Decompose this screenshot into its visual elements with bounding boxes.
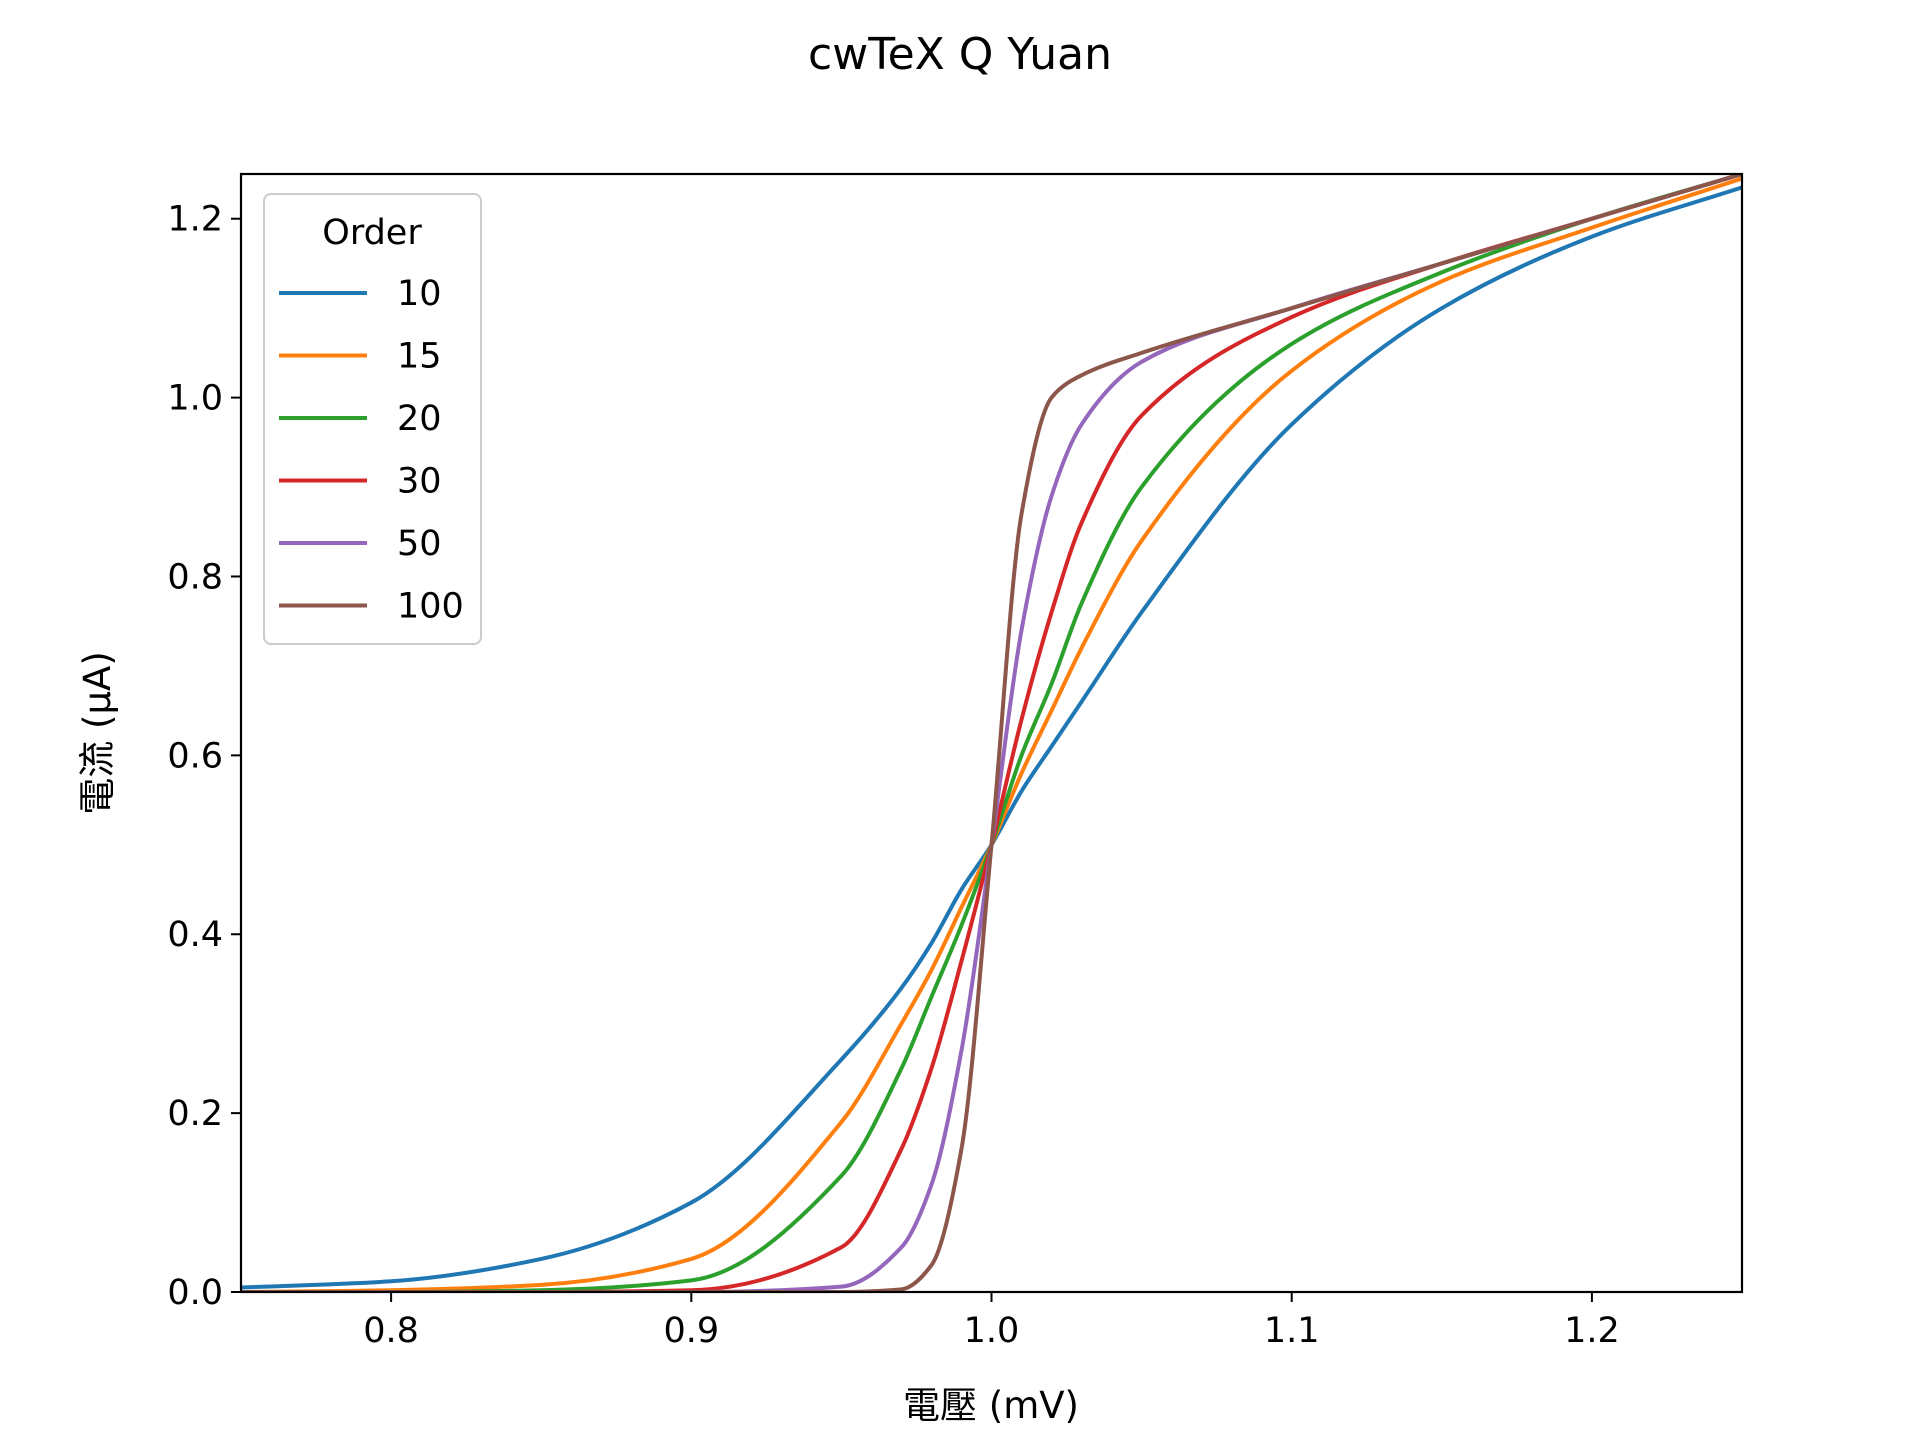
legend: Order 10 15 20 30 50 100 — [263, 193, 482, 645]
y-tick-label: 1.0 — [167, 379, 223, 419]
x-tick-label: 1.2 — [1564, 1311, 1620, 1351]
y-tick-label: 0.2 — [167, 1094, 223, 1134]
y-axis-label: 電流 (μA) — [76, 651, 119, 814]
legend-label-15: 15 — [397, 337, 442, 377]
x-axis: 0.8 0.9 1.0 1.1 1.2 — [363, 1292, 1620, 1351]
legend-box — [263, 193, 482, 645]
legend-label-50: 50 — [397, 524, 442, 564]
y-tick-label: 0.6 — [167, 736, 223, 776]
x-tick-label: 0.9 — [663, 1311, 719, 1351]
legend-label-100: 100 — [397, 587, 464, 627]
legend-label-20: 20 — [397, 399, 442, 439]
y-tick-label: 0.0 — [167, 1273, 223, 1313]
y-tick-label: 0.8 — [167, 557, 223, 597]
chart-title: cwTeX Q Yuan — [808, 29, 1112, 80]
x-tick-label: 1.1 — [1264, 1311, 1320, 1351]
legend-label-30: 30 — [397, 462, 442, 502]
x-tick-label: 0.8 — [363, 1311, 419, 1351]
legend-label-10: 10 — [397, 274, 442, 314]
x-tick-label: 1.0 — [964, 1311, 1020, 1351]
y-tick-label: 1.2 — [167, 200, 223, 240]
x-axis-label: 電壓 (mV) — [903, 1384, 1079, 1427]
legend-title: Order — [322, 213, 422, 253]
legend-items: 10 15 20 30 50 100 — [279, 274, 464, 627]
y-axis: 0.0 0.2 0.4 0.6 0.8 1.0 1.2 — [167, 200, 241, 1313]
y-tick-label: 0.4 — [167, 915, 223, 955]
